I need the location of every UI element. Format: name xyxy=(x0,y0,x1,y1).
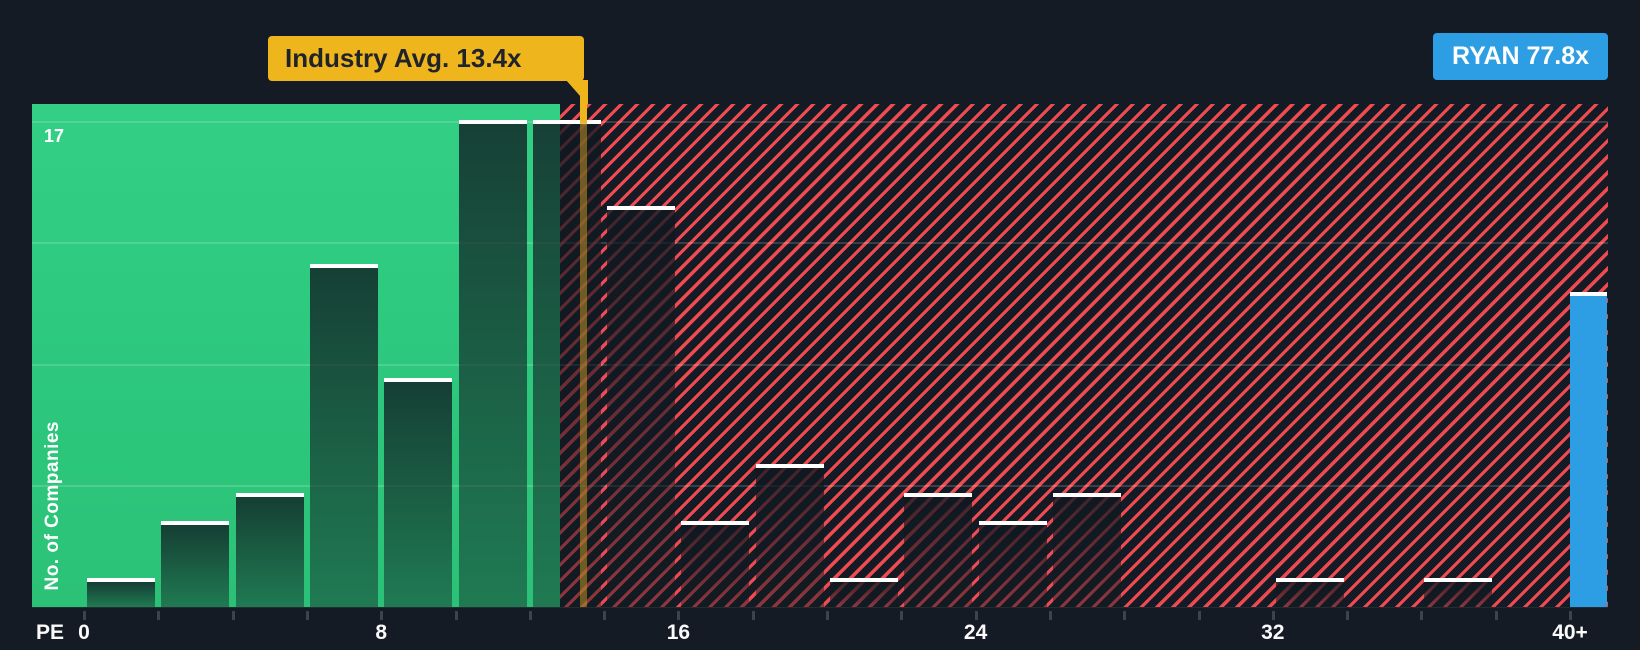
x-tick-label-32: 32 xyxy=(1261,621,1285,644)
gridline xyxy=(32,120,1608,123)
bar-pe-18-20[interactable] xyxy=(755,464,824,607)
gridline xyxy=(32,363,1608,366)
plot-area: 17 No. of Companies xyxy=(32,80,1608,607)
bar-pe-22-24[interactable] xyxy=(904,493,973,607)
x-tick-label-24: 24 xyxy=(963,621,988,644)
x-tick xyxy=(1420,611,1424,620)
bar-pe-12-14[interactable] xyxy=(532,120,601,607)
x-tick xyxy=(83,611,86,620)
x-tick xyxy=(1494,611,1498,620)
x-tick xyxy=(974,611,978,620)
industry-average-line xyxy=(580,80,587,607)
bar-pe-10-12[interactable] xyxy=(458,120,527,607)
bar-pe-26-28[interactable] xyxy=(1052,493,1121,607)
industry-average-callout-label: Industry Avg. 13.4x xyxy=(285,43,522,73)
gridline xyxy=(32,242,1608,245)
x-tick xyxy=(1569,611,1572,620)
bar-pe-36-38[interactable] xyxy=(1424,578,1493,607)
x-tick xyxy=(900,611,904,620)
x-tick-label-40plus: 40+ xyxy=(1552,621,1588,644)
x-tick xyxy=(603,611,607,620)
x-tick xyxy=(157,611,161,620)
x-tick xyxy=(751,611,755,620)
bar-pe-0-2[interactable] xyxy=(87,578,155,607)
bar-pe-4-6[interactable] xyxy=(235,493,304,607)
x-tick xyxy=(826,611,829,620)
industry-average-callout-pointer xyxy=(566,80,588,105)
bar-pe-20-22[interactable] xyxy=(830,578,898,607)
y-max-tick-label: 17 xyxy=(44,126,65,146)
x-tick-label-8: 8 xyxy=(375,621,388,644)
x-tick-label-16: 16 xyxy=(666,621,691,644)
x-tick-label-0: 0 xyxy=(78,621,90,644)
company-bar-40plus[interactable] xyxy=(1570,292,1607,607)
y-axis-title: No. of Companies xyxy=(42,421,63,591)
x-tick xyxy=(454,611,458,620)
bar-pe-32-34[interactable] xyxy=(1275,578,1344,607)
industry-average-callout: Industry Avg. 13.4x xyxy=(268,36,584,81)
x-axis-title: PE xyxy=(36,621,65,644)
bar-pe-2-4[interactable] xyxy=(161,521,230,607)
x-tick xyxy=(305,611,309,620)
x-tick xyxy=(1271,611,1275,620)
x-tick xyxy=(677,611,681,620)
bar-pe-24-26[interactable] xyxy=(978,521,1047,607)
x-tick xyxy=(528,611,532,620)
bar-pe-8-10[interactable] xyxy=(384,378,453,607)
x-axis-line xyxy=(32,607,1608,608)
x-axis: PE 0 8 16 24 32 40+ xyxy=(0,607,1640,650)
x-tick xyxy=(1346,611,1350,620)
x-tick xyxy=(231,611,235,620)
x-tick xyxy=(380,611,384,620)
x-tick xyxy=(1197,611,1201,620)
x-tick xyxy=(1048,611,1052,620)
bar-pe-6-8[interactable] xyxy=(309,264,378,607)
x-tick xyxy=(1123,611,1127,620)
bar-pe-14-16[interactable] xyxy=(607,206,676,607)
company-badge: RYAN 77.8x xyxy=(1433,33,1608,80)
bar-pe-16-18[interactable] xyxy=(681,521,750,607)
